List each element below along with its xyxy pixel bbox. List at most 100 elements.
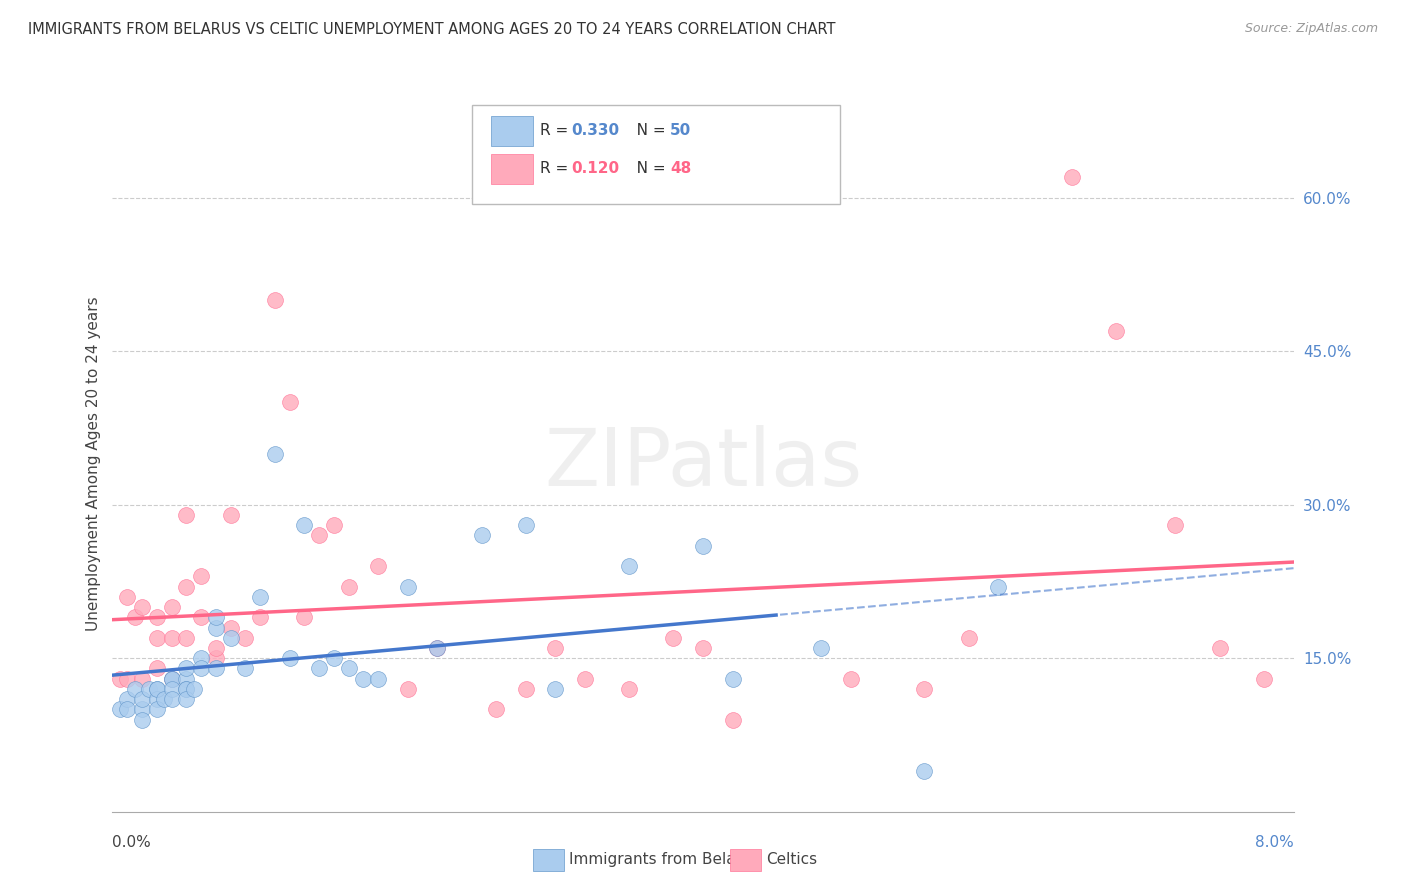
Point	[721, 672, 744, 686]
Point	[146, 692, 169, 706]
Point	[426, 640, 449, 655]
Point	[160, 692, 183, 706]
Y-axis label: Unemployment Among Ages 20 to 24 years: Unemployment Among Ages 20 to 24 years	[86, 296, 101, 632]
Text: IMMIGRANTS FROM BELARUS VS CELTIC UNEMPLOYMENT AMONG AGES 20 TO 24 YEARS CORRELA: IMMIGRANTS FROM BELARUS VS CELTIC UNEMPL…	[28, 22, 835, 37]
Text: 0.330: 0.330	[571, 123, 620, 138]
Text: Celtics: Celtics	[766, 853, 817, 867]
Point	[219, 631, 242, 645]
Point	[124, 610, 146, 624]
Point	[692, 640, 714, 655]
Point	[131, 672, 153, 686]
Point	[146, 681, 169, 696]
Point	[131, 713, 153, 727]
Point	[146, 702, 169, 716]
Point	[839, 672, 862, 686]
Text: 8.0%: 8.0%	[1254, 836, 1294, 850]
Point	[1208, 640, 1232, 655]
Point	[1062, 170, 1084, 185]
Point	[160, 600, 183, 615]
Point	[574, 672, 596, 686]
Point	[957, 631, 980, 645]
Point	[264, 447, 287, 461]
Text: N =: N =	[621, 161, 671, 177]
Point	[323, 651, 346, 665]
Point	[146, 631, 169, 645]
Point	[308, 661, 330, 675]
Point	[174, 672, 197, 686]
Point	[367, 672, 389, 686]
Point	[914, 681, 936, 696]
Point	[692, 539, 714, 553]
Point	[721, 713, 744, 727]
Point	[160, 681, 183, 696]
Text: 0.120: 0.120	[571, 161, 620, 177]
Point	[108, 672, 131, 686]
Point	[174, 508, 197, 522]
Point	[515, 518, 537, 533]
Text: ZIPatlas: ZIPatlas	[544, 425, 862, 503]
Point	[124, 681, 146, 696]
Point	[205, 610, 228, 624]
Point	[174, 661, 197, 675]
Point	[619, 681, 641, 696]
Point	[485, 702, 508, 716]
Point	[160, 672, 183, 686]
Point	[337, 661, 360, 675]
Point	[205, 651, 228, 665]
Text: Source: ZipAtlas.com: Source: ZipAtlas.com	[1244, 22, 1378, 36]
Point	[352, 672, 374, 686]
Point	[117, 702, 138, 716]
Point	[108, 702, 131, 716]
Point	[544, 640, 567, 655]
Point	[174, 631, 197, 645]
Point	[219, 508, 242, 522]
Point	[1253, 672, 1275, 686]
Point	[205, 640, 228, 655]
Text: 0.0%: 0.0%	[112, 836, 152, 850]
Point	[117, 672, 138, 686]
Point	[515, 681, 537, 696]
Point	[131, 692, 153, 706]
Point	[249, 590, 271, 604]
Point	[662, 631, 685, 645]
Point	[278, 395, 301, 409]
Point	[190, 610, 212, 624]
Point	[160, 631, 183, 645]
Point	[205, 661, 228, 675]
Point	[160, 672, 183, 686]
Point	[190, 569, 212, 583]
Point	[146, 661, 169, 675]
Text: R =: R =	[540, 161, 574, 177]
Text: 48: 48	[669, 161, 692, 177]
Point	[233, 631, 256, 645]
Point	[471, 528, 494, 542]
Point	[337, 580, 360, 594]
Point	[367, 559, 389, 574]
Point	[619, 559, 641, 574]
Point	[174, 681, 197, 696]
Point	[174, 681, 197, 696]
Point	[146, 610, 169, 624]
Point	[1164, 518, 1187, 533]
Point	[183, 681, 205, 696]
Point	[323, 518, 346, 533]
Point	[233, 661, 256, 675]
Point	[914, 764, 936, 778]
Point	[810, 640, 832, 655]
Text: Immigrants from Belarus: Immigrants from Belarus	[569, 853, 761, 867]
Point	[426, 640, 449, 655]
Point	[292, 610, 315, 624]
Point	[205, 621, 228, 635]
Point	[174, 580, 197, 594]
Point	[396, 681, 419, 696]
Point	[278, 651, 301, 665]
Point	[146, 681, 169, 696]
Point	[264, 293, 287, 307]
Point	[249, 610, 271, 624]
Point	[1105, 324, 1128, 338]
Point	[292, 518, 315, 533]
Point	[131, 600, 153, 615]
Point	[544, 681, 567, 696]
Point	[308, 528, 330, 542]
Point	[131, 702, 153, 716]
